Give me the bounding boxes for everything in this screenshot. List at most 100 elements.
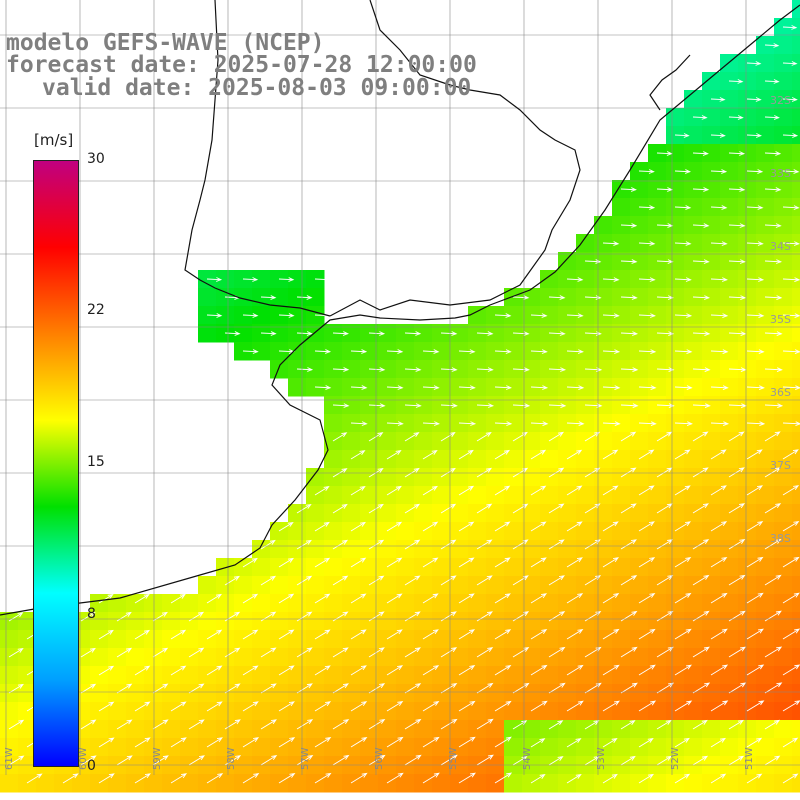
- wind-cell: [558, 432, 577, 451]
- wind-arrow: [422, 421, 440, 426]
- wind-cell: [648, 450, 667, 469]
- wind-cell: [0, 738, 19, 757]
- colorbar-tick-15: 15: [87, 454, 105, 470]
- wind-arrow: [350, 701, 368, 712]
- wind-arrow: [674, 700, 693, 712]
- wind-arrow: [422, 349, 440, 354]
- wind-cell: [540, 558, 559, 577]
- wind-cell: [576, 522, 595, 541]
- wind-arrow: [386, 450, 402, 460]
- wind-arrow: [638, 700, 657, 712]
- wind-cell: [252, 594, 271, 613]
- wind-cell: [720, 126, 739, 145]
- wind-arrow: [260, 755, 278, 766]
- wind-cell: [792, 180, 800, 199]
- wind-cell: [450, 360, 469, 379]
- wind-cell: [756, 198, 775, 217]
- wind-cell: [576, 342, 595, 361]
- wind-cell: [180, 630, 199, 649]
- wind-cell: [558, 648, 577, 667]
- wind-cell: [792, 630, 800, 649]
- wind-cell: [504, 306, 523, 325]
- wind-cell: [720, 270, 739, 289]
- wind-arrow: [512, 646, 530, 658]
- wind-cell: [612, 270, 631, 289]
- wind-arrow: [386, 521, 403, 532]
- wind-arrow: [692, 331, 711, 336]
- wind-arrow: [782, 61, 798, 66]
- wind-arrow: [152, 647, 169, 658]
- wind-cell: [630, 432, 649, 451]
- wind-arrow: [188, 683, 205, 694]
- wind-cell: [756, 666, 775, 685]
- wind-cell: [396, 450, 415, 469]
- wind-cell: [612, 558, 631, 577]
- wind-arrow: [674, 557, 692, 568]
- wind-cell: [558, 396, 577, 415]
- wind-arrow: [530, 421, 549, 426]
- wind-arrow: [782, 449, 799, 460]
- wind-cell: [306, 504, 325, 523]
- wind-cell: [396, 594, 415, 613]
- wind-arrow: [674, 449, 691, 460]
- wind-cell: [738, 648, 757, 667]
- wind-arrow: [710, 421, 730, 426]
- wind-arrow: [584, 467, 601, 478]
- wind-cell: [630, 540, 649, 559]
- wind-arrow: [206, 701, 223, 712]
- wind-cell: [432, 774, 451, 793]
- wind-arrow: [422, 557, 439, 568]
- wind-cell: [720, 90, 739, 109]
- wind-arrow: [620, 431, 637, 442]
- wind-arrow: [476, 611, 493, 622]
- wind-cell: [90, 648, 109, 667]
- wind-arrow: [674, 773, 691, 784]
- wind-arrow: [548, 367, 567, 372]
- wind-cell: [558, 288, 577, 307]
- wind-cell: [612, 522, 631, 541]
- wind-arrow: [386, 349, 404, 354]
- wind-arrow: [746, 277, 765, 282]
- wind-cell: [162, 684, 181, 703]
- wind-arrow: [476, 467, 493, 478]
- wind-arrow: [674, 592, 692, 604]
- wind-arrow: [80, 719, 97, 730]
- wind-arrow: [620, 646, 638, 658]
- wind-arrow: [602, 557, 620, 568]
- wind-cell: [738, 144, 757, 163]
- wind-cell: [504, 558, 523, 577]
- wind-cell: [666, 576, 685, 595]
- wind-cell: [738, 468, 757, 487]
- wind-cell: [558, 540, 577, 559]
- wind-cell: [360, 486, 379, 505]
- wind-cell: [468, 306, 487, 325]
- wind-cell: [774, 612, 793, 631]
- wind-cell: [756, 522, 775, 541]
- wind-cell: [234, 720, 253, 739]
- wind-cell: [612, 594, 631, 613]
- wind-cell: [432, 630, 451, 649]
- wind-cell: [90, 612, 109, 631]
- wind-cell: [720, 342, 739, 361]
- wind-arrow: [530, 485, 547, 496]
- wind-arrow: [692, 403, 711, 408]
- wind-cell: [702, 288, 721, 307]
- wind-cell: [720, 378, 739, 397]
- wind-cell: [702, 504, 721, 523]
- wind-arrow: [728, 223, 746, 228]
- wind-cell: [432, 342, 451, 361]
- wind-cell: [558, 360, 577, 379]
- wind-cell: [612, 738, 631, 757]
- wind-arrow: [458, 557, 475, 568]
- wind-cell: [648, 558, 667, 577]
- wind-cell: [756, 630, 775, 649]
- wind-arrow: [440, 432, 456, 442]
- wind-arrow: [782, 277, 800, 282]
- wind-cell: [486, 576, 505, 595]
- wind-arrow: [782, 628, 800, 640]
- wind-arrow: [314, 737, 332, 748]
- wind-cell: [756, 126, 775, 145]
- wind-cell: [738, 540, 757, 559]
- wind-cell: [486, 396, 505, 415]
- wind-cell: [0, 666, 19, 685]
